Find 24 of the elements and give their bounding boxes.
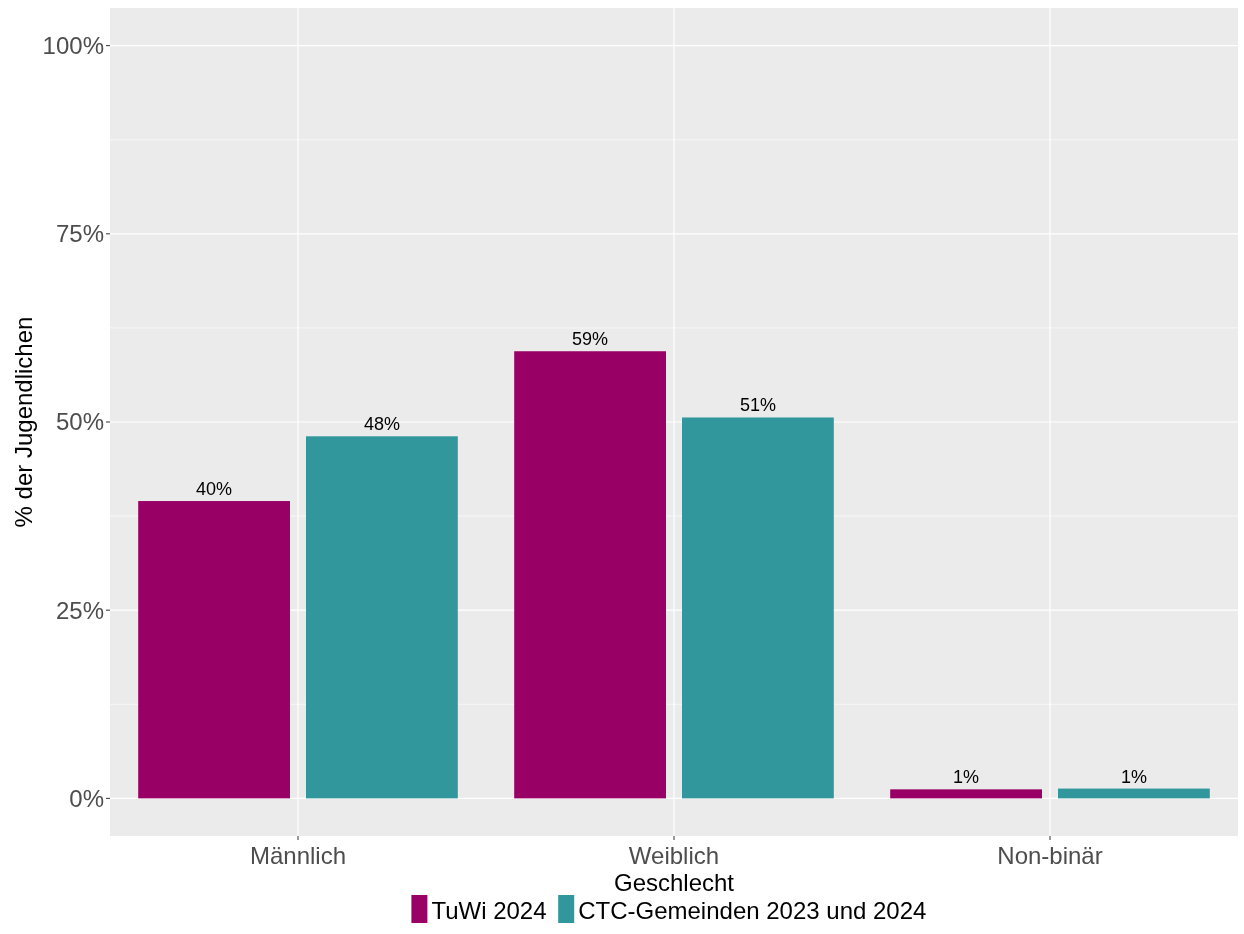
- y-axis-title: % der Jugendlichen: [10, 316, 37, 528]
- data-label: 48%: [363, 414, 400, 435]
- y-tick-label: 0%: [69, 784, 104, 812]
- y-tick-label: 75%: [55, 220, 104, 248]
- bar: [138, 501, 290, 799]
- bar: [890, 789, 1042, 799]
- data-label: 59%: [572, 329, 609, 350]
- x-tick-label: Männlich: [249, 842, 347, 869]
- x-tick-label: Non-binär: [997, 842, 1103, 869]
- y-tick-label: 50%: [55, 408, 104, 436]
- x-tick-label: Weiblich: [628, 842, 720, 869]
- bar: [1058, 788, 1210, 799]
- data-label: 1%: [953, 767, 980, 788]
- data-label: 40%: [196, 479, 233, 500]
- x-axis-title: Geschlecht: [613, 869, 735, 896]
- legend-label: CTC-Gemeinden 2023 und 2024: [578, 897, 927, 924]
- y-tick-label: 100%: [42, 32, 104, 60]
- bar: [682, 417, 834, 799]
- legend-label: TuWi 2024: [431, 897, 547, 924]
- bar: [306, 436, 458, 799]
- y-tick-label: 25%: [55, 596, 104, 624]
- data-label: 1%: [1120, 766, 1147, 787]
- bar: [514, 351, 666, 799]
- data-label: 51%: [739, 395, 776, 416]
